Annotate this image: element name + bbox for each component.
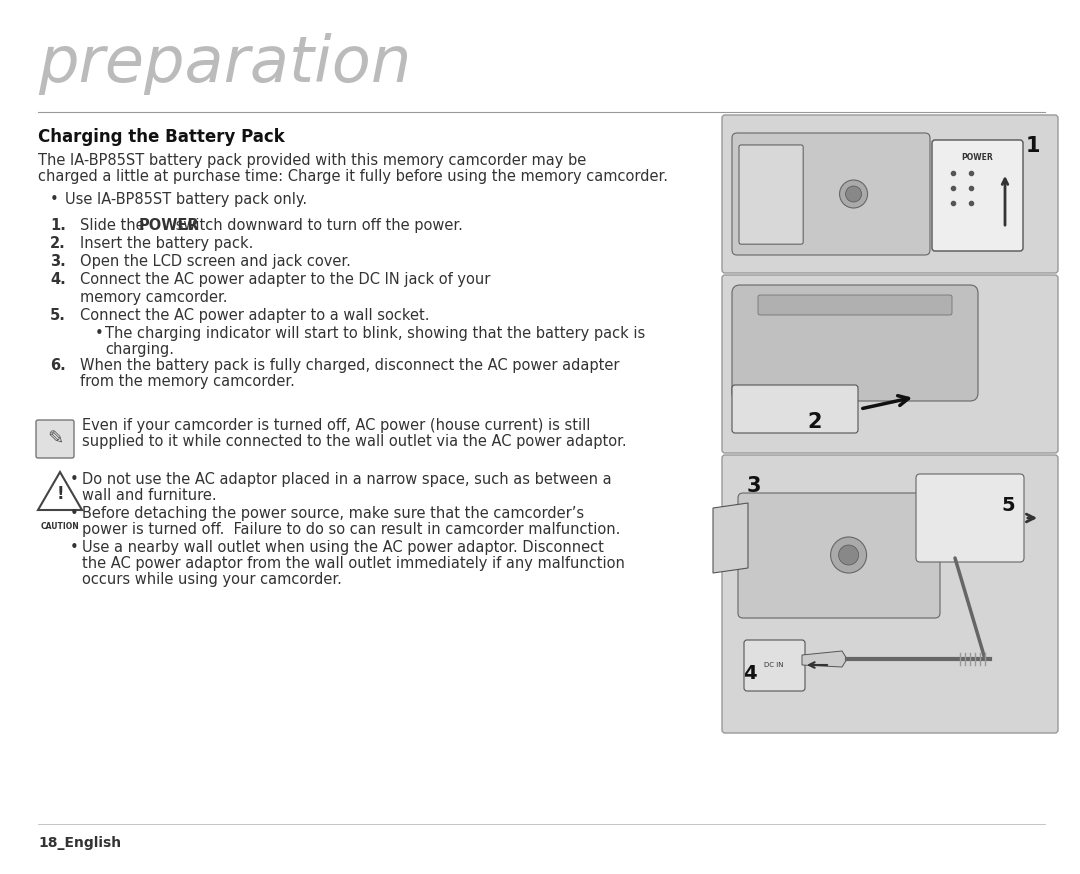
Text: Before detaching the power source, make sure that the camcorder’s: Before detaching the power source, make … — [82, 506, 584, 521]
Text: CAUTION: CAUTION — [41, 522, 79, 531]
Polygon shape — [713, 503, 748, 573]
Text: from the memory camcorder.: from the memory camcorder. — [80, 374, 295, 389]
FancyBboxPatch shape — [739, 145, 804, 244]
FancyBboxPatch shape — [723, 275, 1058, 453]
Text: memory camcorder.: memory camcorder. — [80, 290, 228, 305]
FancyBboxPatch shape — [932, 140, 1023, 251]
Text: 4.: 4. — [50, 272, 66, 287]
Text: Connect the AC power adapter to the DC IN jack of your: Connect the AC power adapter to the DC I… — [80, 272, 490, 287]
FancyBboxPatch shape — [732, 385, 858, 433]
Text: occurs while using your camcorder.: occurs while using your camcorder. — [82, 572, 342, 587]
Text: The charging indicator will start to blink, showing that the battery pack is: The charging indicator will start to bli… — [105, 326, 645, 341]
Text: •: • — [70, 472, 79, 487]
FancyBboxPatch shape — [758, 295, 951, 315]
Text: ✎: ✎ — [46, 429, 64, 448]
Text: •: • — [70, 540, 79, 555]
Text: the AC power adaptor from the wall outlet immediately if any malfunction: the AC power adaptor from the wall outle… — [82, 556, 625, 571]
FancyBboxPatch shape — [732, 285, 978, 401]
Text: Slide the: Slide the — [80, 218, 149, 233]
Text: !: ! — [56, 485, 64, 503]
Polygon shape — [802, 651, 847, 667]
Text: 2: 2 — [808, 412, 822, 432]
Text: 1.: 1. — [50, 218, 66, 233]
FancyBboxPatch shape — [732, 133, 930, 255]
Circle shape — [839, 180, 867, 208]
Text: •: • — [95, 326, 104, 341]
Text: POWER: POWER — [138, 218, 199, 233]
FancyBboxPatch shape — [723, 115, 1058, 273]
Text: 18_English: 18_English — [38, 836, 121, 850]
Text: 5.: 5. — [50, 308, 66, 323]
Text: 1: 1 — [1026, 136, 1040, 156]
Text: charged a little at purchase time: Charge it fully before using the memory camco: charged a little at purchase time: Charg… — [38, 169, 669, 184]
Text: power is turned off.  Failure to do so can result in camcorder malfunction.: power is turned off. Failure to do so ca… — [82, 522, 620, 537]
Text: switch downward to turn off the power.: switch downward to turn off the power. — [171, 218, 463, 233]
Text: supplied to it while connected to the wall outlet via the AC power adaptor.: supplied to it while connected to the wa… — [82, 434, 626, 449]
FancyBboxPatch shape — [723, 455, 1058, 733]
Text: Insert the battery pack.: Insert the battery pack. — [80, 236, 254, 251]
Circle shape — [838, 545, 859, 565]
Text: The IA-BP85ST battery pack provided with this memory camcorder may be: The IA-BP85ST battery pack provided with… — [38, 153, 586, 168]
Text: DC IN: DC IN — [765, 662, 784, 668]
Text: Even if your camcorder is turned off, AC power (house current) is still: Even if your camcorder is turned off, AC… — [82, 418, 591, 433]
Text: 3.: 3. — [50, 254, 66, 269]
FancyBboxPatch shape — [744, 640, 805, 691]
Text: 3: 3 — [747, 476, 761, 496]
Text: Use IA-BP85ST battery pack only.: Use IA-BP85ST battery pack only. — [65, 192, 307, 207]
Text: preparation: preparation — [38, 33, 411, 95]
Circle shape — [846, 186, 862, 202]
Text: When the battery pack is fully charged, disconnect the AC power adapter: When the battery pack is fully charged, … — [80, 358, 620, 373]
Text: Do not use the AC adaptor placed in a narrow space, such as between a: Do not use the AC adaptor placed in a na… — [82, 472, 611, 487]
Text: charging.: charging. — [105, 342, 174, 357]
FancyBboxPatch shape — [36, 420, 75, 458]
Text: wall and furniture.: wall and furniture. — [82, 488, 217, 503]
Text: 4: 4 — [743, 664, 757, 683]
Text: Open the LCD screen and jack cover.: Open the LCD screen and jack cover. — [80, 254, 351, 269]
Text: Charging the Battery Pack: Charging the Battery Pack — [38, 128, 285, 146]
Circle shape — [831, 537, 866, 573]
Polygon shape — [38, 472, 82, 510]
Text: 6.: 6. — [50, 358, 66, 373]
Text: •: • — [70, 506, 79, 521]
Text: 2.: 2. — [50, 236, 66, 251]
FancyBboxPatch shape — [738, 493, 940, 618]
Text: POWER: POWER — [961, 153, 994, 162]
Text: 5: 5 — [1001, 496, 1015, 515]
Text: Use a nearby wall outlet when using the AC power adaptor. Disconnect: Use a nearby wall outlet when using the … — [82, 540, 604, 555]
Text: •: • — [50, 192, 58, 207]
FancyBboxPatch shape — [916, 474, 1024, 562]
Text: Connect the AC power adapter to a wall socket.: Connect the AC power adapter to a wall s… — [80, 308, 430, 323]
